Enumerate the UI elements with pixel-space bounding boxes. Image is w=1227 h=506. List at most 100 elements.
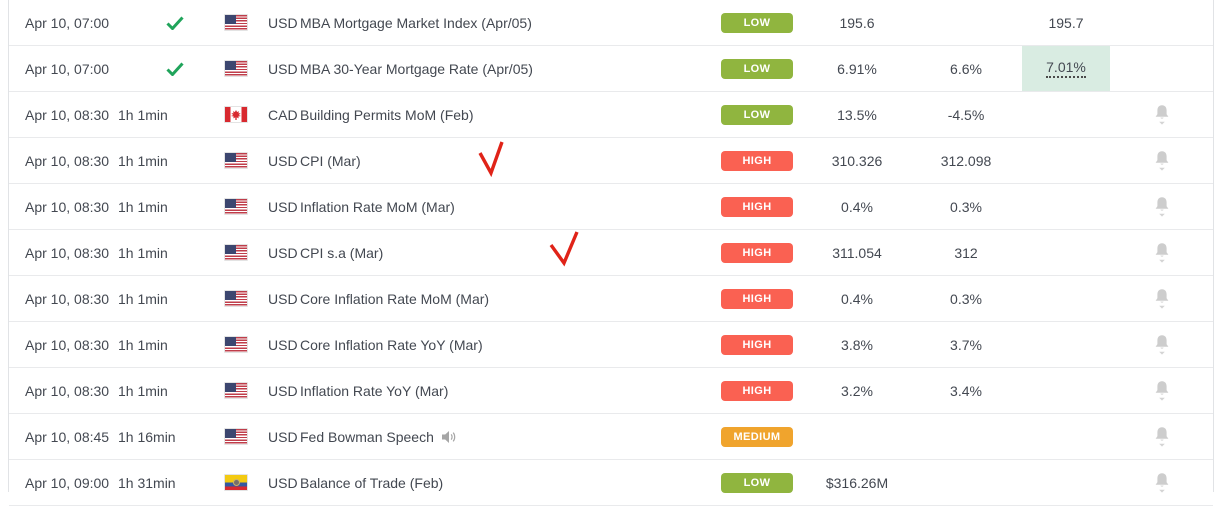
event-cell: Core Inflation Rate MoM (Mar) xyxy=(300,291,710,307)
previous-value: 3.2% xyxy=(841,382,873,399)
bell-icon xyxy=(1155,242,1168,263)
event-name[interactable]: Core Inflation Rate YoY (Mar) xyxy=(300,336,483,353)
table-row[interactable]: Apr 10, 08:30 1h 1min USD Inflation Rate Mo… xyxy=(9,184,1213,230)
event-status-cell xyxy=(118,15,212,30)
event-time: Apr 10, 08:45 xyxy=(25,428,110,445)
table-row[interactable]: Apr 10, 08:30 1h 1min CAD Building Permits … xyxy=(9,92,1213,138)
bell-icon xyxy=(1155,196,1168,217)
released-check xyxy=(166,15,212,30)
currency-label: USD xyxy=(268,290,298,307)
currency-label: USD xyxy=(268,60,298,77)
previous-value: 310.326 xyxy=(831,152,883,169)
consensus-value: 312.098 xyxy=(940,152,992,169)
alert-bell-button[interactable] xyxy=(1152,102,1172,128)
event-name[interactable]: Building Permits MoM (Feb) xyxy=(300,106,474,123)
alert-cell xyxy=(1110,148,1213,174)
actual-value xyxy=(1022,138,1110,183)
event-time: Apr 10, 08:30 xyxy=(25,106,110,123)
country-flag-cell xyxy=(212,428,248,445)
actual-value xyxy=(1022,92,1110,137)
canada-flag-icon xyxy=(224,106,248,123)
event-name[interactable]: MBA 30-Year Mortgage Rate (Apr/05) xyxy=(300,60,533,77)
released-check-icon xyxy=(166,61,184,76)
consensus-value: 3.7% xyxy=(950,336,982,353)
country-flag-cell xyxy=(212,106,248,123)
consensus-value: 0.3% xyxy=(950,198,982,215)
event-status-cell: 1h 1min xyxy=(118,337,212,353)
alert-cell xyxy=(1110,470,1213,496)
event-name[interactable]: Fed Bowman Speech xyxy=(300,428,434,445)
released-check xyxy=(166,61,212,76)
countdown-timer: 1h 1min xyxy=(118,382,168,399)
country-flag-cell xyxy=(212,198,248,215)
alert-bell-button[interactable] xyxy=(1152,286,1172,312)
alert-bell-button[interactable] xyxy=(1152,424,1172,450)
country-flag-cell xyxy=(212,336,248,353)
table-row[interactable]: Apr 10, 08:30 1h 1min USD Core Inflation Ra… xyxy=(9,322,1213,368)
table-row[interactable]: Apr 10, 08:30 1h 1min USD Core Inflation Ra… xyxy=(9,276,1213,322)
event-status-cell: 1h 1min xyxy=(118,383,212,399)
event-time: Apr 10, 08:30 xyxy=(25,290,110,307)
alert-bell-button[interactable] xyxy=(1152,194,1172,220)
event-name[interactable]: Core Inflation Rate MoM (Mar) xyxy=(300,290,490,307)
alert-bell-button[interactable] xyxy=(1152,240,1172,266)
event-cell: Inflation Rate YoY (Mar) xyxy=(300,383,710,399)
countdown-timer: 1h 1min xyxy=(118,198,168,215)
table-row[interactable]: Apr 10, 08:30 1h 1min USD CPI (Mar) HIGH 310.… xyxy=(9,138,1213,184)
event-status-cell: 1h 16min xyxy=(118,429,212,445)
maple-leaf-icon xyxy=(231,109,241,120)
importance-badge: HIGH xyxy=(721,288,793,309)
currency-label: USD xyxy=(268,382,298,399)
previous-value: 0.4% xyxy=(841,198,873,215)
event-cell: Balance of Trade (Feb) xyxy=(300,475,710,491)
event-cell: Core Inflation Rate YoY (Mar) xyxy=(300,337,710,353)
countdown-timer: 1h 1min xyxy=(118,152,168,169)
importance-cell: HIGH xyxy=(710,150,804,171)
consensus-value xyxy=(910,0,1022,45)
country-flag-cell xyxy=(212,290,248,307)
alert-bell-button[interactable] xyxy=(1152,378,1172,404)
table-row[interactable]: Apr 10, 08:45 1h 16min USD Fed Bowman Speec… xyxy=(9,414,1213,460)
event-status-cell: 1h 1min xyxy=(118,245,212,261)
event-status-cell: 1h 1min xyxy=(118,291,212,307)
event-status-cell: 1h 1min xyxy=(118,107,212,123)
alert-bell-button[interactable] xyxy=(1152,148,1172,174)
actual-value-text: 7.01% xyxy=(1046,59,1086,78)
event-name[interactable]: CPI (Mar) xyxy=(300,152,361,169)
event-name[interactable]: MBA Mortgage Market Index (Apr/05) xyxy=(300,14,532,31)
alert-bell-button[interactable] xyxy=(1152,470,1172,496)
previous-value: 3.8% xyxy=(841,336,873,353)
importance-badge: LOW xyxy=(721,58,793,79)
released-check-icon xyxy=(166,15,184,30)
currency-label: USD xyxy=(268,244,298,261)
importance-cell: LOW xyxy=(710,472,804,493)
actual-value xyxy=(1022,276,1110,321)
table-row[interactable]: Apr 10, 09:00 1h 31min USD Balance of Trade… xyxy=(9,460,1213,506)
countdown-timer: 1h 1min xyxy=(118,244,168,261)
table-row[interactable]: Apr 10, 07:00 USD MBA 30-Year Mortgage Rat… xyxy=(9,46,1213,92)
countdown-timer: 1h 31min xyxy=(118,474,176,491)
previous-value: $316.26M xyxy=(825,474,889,491)
event-name[interactable]: Inflation Rate YoY (Mar) xyxy=(300,382,449,399)
consensus-value: 0.3% xyxy=(950,290,982,307)
bell-icon xyxy=(1155,472,1168,493)
event-name[interactable]: CPI s.a (Mar) xyxy=(300,244,384,261)
speech-icon-wrap xyxy=(441,430,457,444)
event-time: Apr 10, 07:00 xyxy=(25,14,110,31)
alert-bell-button[interactable] xyxy=(1152,332,1172,358)
event-name[interactable]: Inflation Rate MoM (Mar) xyxy=(300,198,455,215)
us-flag-icon xyxy=(224,290,248,307)
alert-cell xyxy=(1110,378,1213,404)
alert-cell xyxy=(1110,194,1213,220)
economic-calendar-table: Apr 10, 07:00 USD MBA Mortgage Market Inde… xyxy=(8,0,1214,506)
us-flag-icon xyxy=(224,244,248,261)
table-row[interactable]: Apr 10, 08:30 1h 1min USD Inflation Rate Yo… xyxy=(9,368,1213,414)
importance-badge: MEDIUM xyxy=(721,426,793,447)
countdown-timer: 1h 1min xyxy=(118,336,168,353)
importance-badge: LOW xyxy=(721,104,793,125)
bell-icon xyxy=(1155,288,1168,309)
event-cell: CPI s.a (Mar) xyxy=(300,245,710,261)
table-row[interactable]: Apr 10, 08:30 1h 1min USD CPI s.a (Mar) HIGH… xyxy=(9,230,1213,276)
event-name[interactable]: Balance of Trade (Feb) xyxy=(300,474,444,491)
table-row[interactable]: Apr 10, 07:00 USD MBA Mortgage Market Inde… xyxy=(9,0,1213,46)
